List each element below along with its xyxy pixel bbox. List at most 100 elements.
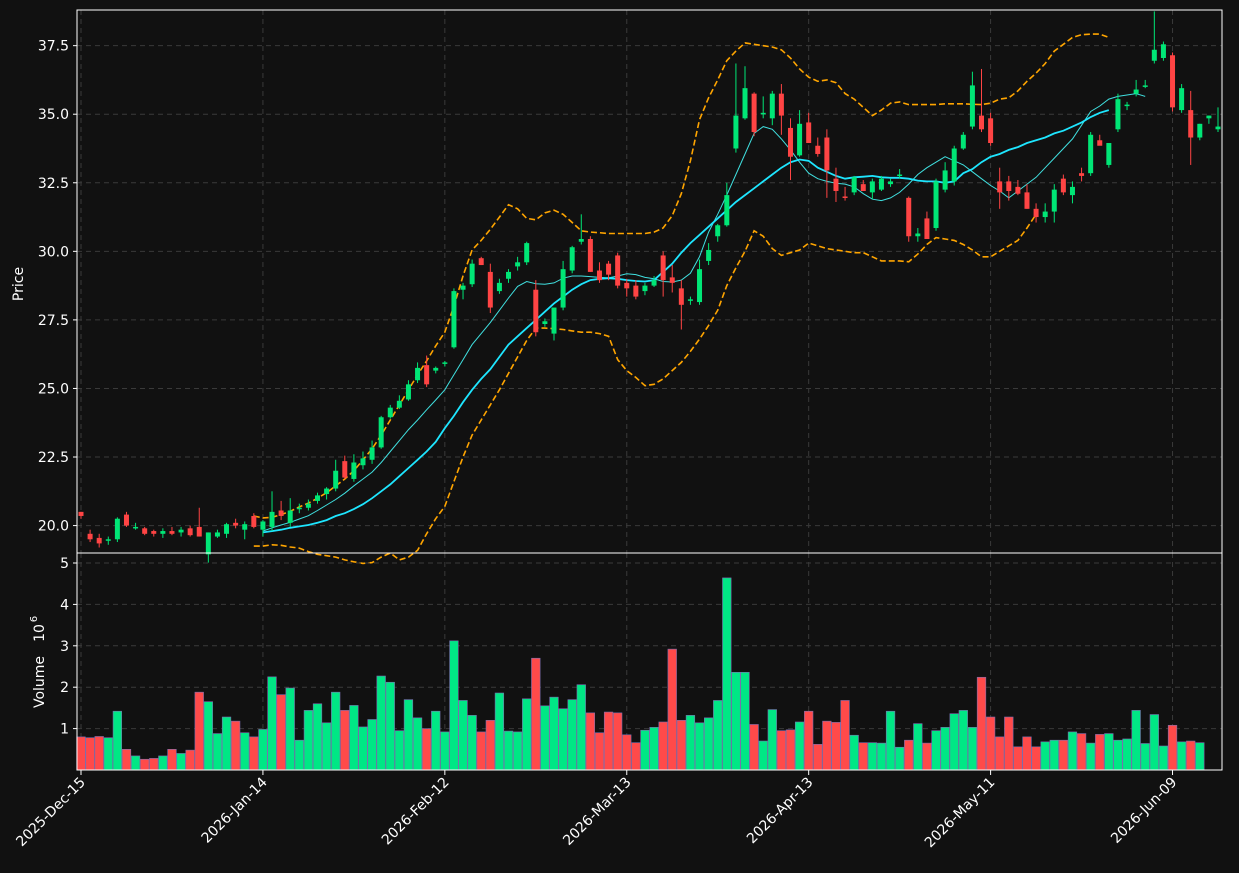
volume-bar [522,698,532,771]
candle [1206,115,1212,124]
candle [551,307,557,341]
candle-body [487,271,493,308]
candle-body [415,367,421,381]
candle-body [114,518,120,540]
candle [542,318,548,327]
volume-bar [731,671,741,771]
volume-bar [158,755,168,771]
candle-body [515,262,521,267]
candle-body [715,225,721,237]
volume-bar [185,749,195,771]
candle [451,288,457,349]
volume-bar [831,722,841,771]
volume-bar [567,699,577,771]
candle [778,84,784,135]
candle-body [651,280,657,286]
volume-bar [585,712,595,771]
volume-bar [885,710,896,771]
candle-body [669,277,675,283]
volume-bar [1122,738,1132,771]
candle-body [1179,88,1185,111]
candle [324,487,330,500]
candle-body [760,112,766,115]
candle-body [869,181,875,193]
candle [169,526,175,536]
candle [1033,203,1039,223]
volume-bar [1004,716,1014,771]
volume-bar [867,742,877,771]
candle-body [860,184,866,191]
candle [1124,101,1130,111]
volume-bar [1040,741,1050,771]
volume-bar [658,721,668,771]
candle [1188,90,1194,165]
volume-bar [431,710,441,771]
volume-bar [467,715,477,771]
candle-body [233,522,239,526]
candle [506,269,512,283]
candle [669,265,675,293]
candle [424,355,430,388]
candle-body [524,243,530,263]
candle-body [133,526,139,529]
candle [1106,143,1112,168]
volume-bars [76,577,1205,771]
volume-bar [494,692,505,771]
candle [1051,184,1057,223]
candle [1006,175,1012,201]
price-tick-label: 20.0 [38,519,69,535]
candle [797,110,803,157]
candle-body [833,178,839,191]
price-y-axis-label: Price [11,267,27,301]
candle [396,395,402,410]
candle [123,511,129,527]
candle [278,500,284,521]
candle-body [551,307,557,334]
candle-body [615,255,621,286]
price-grid [77,10,1222,553]
volume-bar [640,729,650,771]
candle [1015,180,1021,196]
volume-bar [785,729,796,771]
candle [496,278,502,294]
price-tick-label: 30.0 [38,244,69,260]
volume-bar [540,705,550,771]
candle-body [742,88,748,119]
candle-body [142,528,148,534]
candle-body [123,514,129,526]
volume-bar [722,577,732,771]
candle-body [1142,85,1148,87]
volume-panel: 1 2 3 4 5 Volume 10 6 [29,552,1223,771]
candle [633,280,639,300]
candle [151,529,157,537]
candle-body [1206,115,1212,119]
candle [233,518,239,529]
price-tick-label: 27.5 [38,313,69,329]
candle [133,522,139,530]
candle-body [560,269,566,308]
volume-bar [967,727,978,771]
candle-body [96,537,102,544]
volume-bar [321,722,332,771]
volume-bar [194,691,204,771]
candle-body [196,526,202,537]
volume-bar [1195,742,1205,771]
volume-bar [231,720,241,771]
candle [897,169,903,179]
candle [96,533,102,548]
candle [951,145,957,186]
volume-bar [740,671,750,771]
candle [760,96,766,119]
volume-bar [876,742,887,771]
candle [724,182,730,227]
candle-body [706,249,712,261]
candle [251,513,257,529]
volume-bar [85,737,95,771]
volume-bar [285,687,295,771]
candle [596,262,602,283]
candle-body [851,177,857,193]
candle-body [205,532,211,555]
volume-tick-label: 5 [60,556,69,572]
volume-bar [594,732,605,771]
candle [114,517,120,543]
